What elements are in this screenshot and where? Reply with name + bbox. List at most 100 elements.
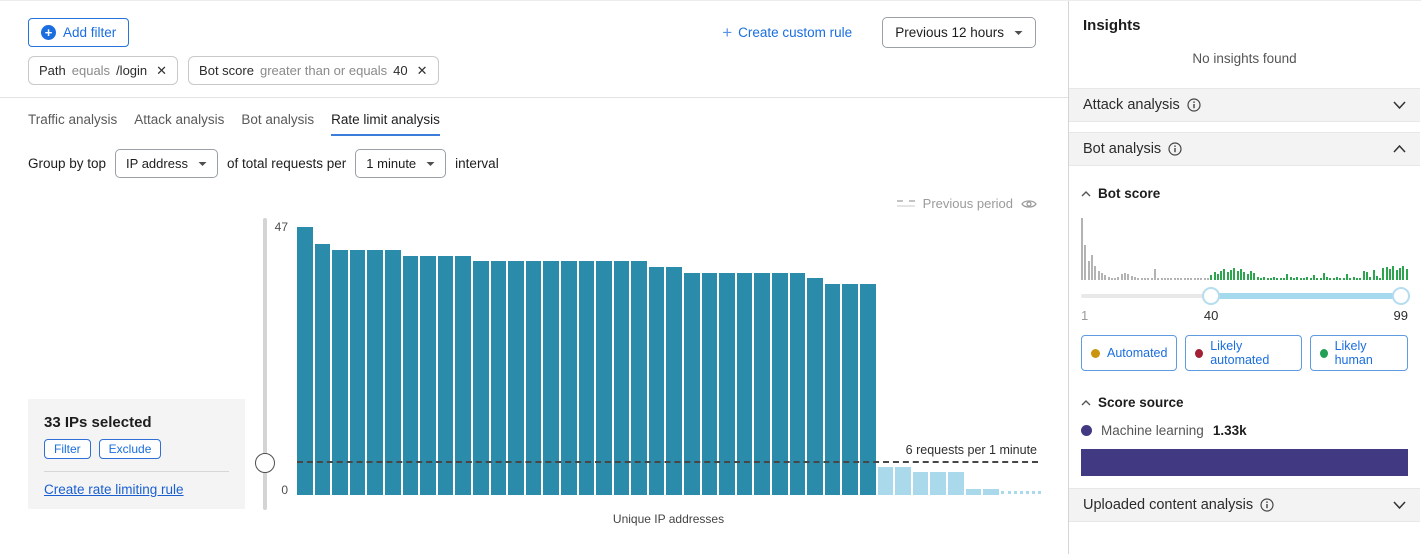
rate-limit-plot[interactable] [297, 227, 1041, 495]
threshold-slider-handle[interactable] [255, 453, 275, 473]
filter-chip-path[interactable]: Path equals /login ✕ [28, 56, 179, 85]
tab-rate-limit-analysis[interactable]: Rate limit analysis [331, 112, 440, 136]
chart-bar[interactable] [631, 261, 647, 495]
uploaded-content-section-header[interactable]: Uploaded content analysis [1069, 488, 1420, 522]
chart-bar[interactable] [807, 278, 823, 495]
chart-bar[interactable] [701, 272, 718, 495]
slider-handle-upper[interactable] [1392, 287, 1410, 305]
tab-bot-analysis[interactable]: Bot analysis [241, 112, 315, 127]
histogram-bar [1269, 277, 1272, 280]
chart-bar[interactable] [842, 284, 858, 495]
chart-bar[interactable] [384, 249, 401, 495]
chart-bar[interactable] [666, 266, 683, 495]
chart-bar[interactable] [824, 284, 841, 495]
tab-traffic-analysis[interactable]: Traffic analysis [28, 112, 118, 127]
chart-bar[interactable] [578, 261, 595, 495]
chart-bar[interactable] [297, 227, 313, 495]
histogram-bar [1243, 271, 1246, 280]
chart-bar[interactable] [719, 272, 735, 495]
tab-attack-analysis[interactable]: Attack analysis [134, 112, 225, 127]
chip-value: /login [116, 63, 148, 78]
insights-sidebar: Insights No insights found Attack analys… [1069, 1, 1420, 554]
chart-bar[interactable] [895, 466, 911, 495]
bot-score-histogram[interactable] [1081, 216, 1408, 280]
chart-bar[interactable] [983, 489, 999, 495]
histogram-bar [1110, 277, 1113, 280]
chart-bar[interactable] [402, 255, 419, 495]
badge-likely-automated[interactable]: Likely automated [1185, 335, 1302, 371]
chart-bar[interactable] [490, 261, 507, 495]
histogram-bar [1293, 277, 1295, 280]
chart-bar[interactable] [947, 472, 964, 495]
chart-bar[interactable] [877, 466, 894, 495]
bot-analysis-section-header[interactable]: Bot analysis [1069, 132, 1420, 166]
bot-score-collapse-toggle[interactable]: Bot score [1081, 186, 1408, 201]
chart-bar[interactable] [455, 255, 471, 495]
histogram-bar [1210, 274, 1213, 280]
exclude-button[interactable]: Exclude [98, 439, 162, 459]
histogram-bar [1183, 277, 1186, 280]
add-filter-button[interactable]: + Add filter [28, 18, 130, 47]
chart-bar[interactable] [367, 249, 383, 495]
group-by-select[interactable]: IP address [115, 149, 218, 178]
time-range-dropdown[interactable]: Previous 12 hours [882, 17, 1036, 48]
score-source-bar[interactable] [1081, 449, 1408, 476]
histogram-bar [1160, 277, 1163, 280]
histogram-bar [1385, 266, 1388, 280]
chevron-up-icon [1081, 399, 1091, 405]
badge-automated[interactable]: Automated [1081, 335, 1178, 371]
histogram-bar [1196, 277, 1199, 280]
chart-bar[interactable] [965, 489, 982, 495]
score-source-collapse-toggle[interactable]: Score source [1081, 395, 1408, 410]
histogram-bar [1279, 277, 1282, 280]
chart-bar[interactable] [736, 272, 753, 495]
close-icon[interactable]: ✕ [414, 64, 428, 77]
histogram-bar [1266, 277, 1269, 280]
chevron-down-icon [1014, 30, 1023, 35]
slider-lower-label: 40 [1203, 308, 1219, 323]
chart-bar[interactable] [596, 261, 612, 495]
badge-likely-human[interactable]: Likely human [1309, 335, 1408, 371]
threshold-slider-track[interactable] [263, 218, 267, 510]
chart-bar[interactable] [684, 272, 700, 495]
create-custom-rule-link[interactable]: + Create custom rule [722, 24, 852, 41]
slider-active-range[interactable] [1211, 293, 1408, 299]
chart-bar[interactable] [420, 255, 436, 495]
chevron-down-icon [1393, 101, 1406, 109]
close-icon[interactable]: ✕ [153, 64, 167, 77]
chart-bar[interactable] [543, 261, 559, 495]
chart-bar[interactable] [613, 261, 630, 495]
chart-bar[interactable] [472, 261, 489, 495]
chart-bar[interactable] [648, 266, 665, 495]
slider-max-label: 99 [1393, 308, 1408, 323]
chart-bar[interactable] [930, 472, 946, 495]
chart-bar[interactable] [349, 249, 366, 495]
chart-bar[interactable] [314, 244, 331, 495]
chevron-up-icon [1081, 190, 1091, 196]
attack-analysis-section-header[interactable]: Attack analysis [1069, 88, 1420, 122]
eye-icon[interactable] [1021, 198, 1037, 210]
filter-button[interactable]: Filter [44, 439, 91, 459]
chart-bar[interactable] [789, 272, 806, 495]
chart-bar[interactable] [437, 255, 454, 495]
filter-chip-bot-score[interactable]: Bot score greater than or equals 40 ✕ [188, 56, 439, 85]
chart-bar[interactable] [560, 261, 577, 495]
chart-bar[interactable] [912, 472, 929, 495]
interval-select[interactable]: 1 minute [355, 149, 447, 178]
histogram-bar [1100, 272, 1103, 280]
chart-bar[interactable] [772, 272, 788, 495]
histogram-bar [1389, 268, 1392, 280]
chip-value: 40 [393, 63, 408, 78]
chart-bar[interactable] [525, 261, 542, 495]
chart-bar[interactable] [332, 249, 348, 495]
chart-bar[interactable] [508, 261, 524, 495]
create-rate-limiting-rule-link[interactable]: Create rate limiting rule [44, 482, 184, 497]
chart-bar[interactable] [754, 272, 771, 495]
histogram-bar [1369, 276, 1372, 280]
chart-bar[interactable] [860, 284, 876, 495]
histogram-bar [1230, 269, 1233, 280]
slider-handle-lower[interactable] [1202, 287, 1221, 305]
histogram-bar [1322, 272, 1325, 280]
histogram-bar [1220, 270, 1223, 280]
